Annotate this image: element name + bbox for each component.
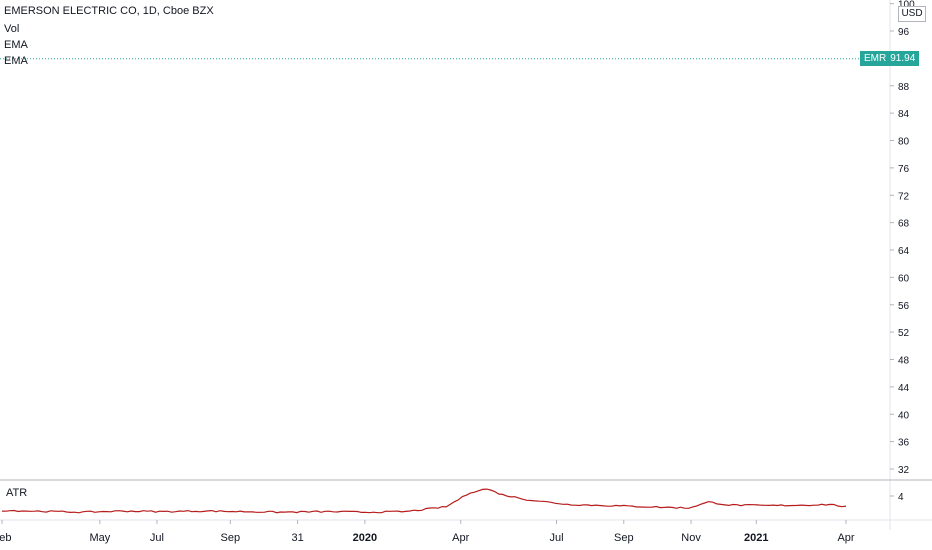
atr-line <box>1 488 847 514</box>
y-tick-label: 48 <box>898 356 910 367</box>
price-tag-symbol: EMR <box>864 53 887 64</box>
y-tick-label: 40 <box>898 410 910 421</box>
x-tick-label: Sep <box>614 532 634 544</box>
atr-tick-label: 4 <box>898 492 904 503</box>
y-tick-label: 68 <box>898 219 910 230</box>
x-tick-label: Nov <box>681 532 701 544</box>
y-tick-label: 32 <box>898 465 910 476</box>
price-tag-value: 91.94 <box>890 53 916 64</box>
y-tick-label: 84 <box>898 109 910 120</box>
y-tick-label: 52 <box>898 328 910 339</box>
x-tick-label: May <box>89 532 110 544</box>
y-tick-label: 80 <box>898 137 910 148</box>
y-tick-label: 44 <box>898 383 910 394</box>
price-pane-bg <box>0 0 890 480</box>
x-tick-label: Sep <box>221 532 241 544</box>
y-tick-label: 88 <box>898 82 910 93</box>
y-tick-label: 96 <box>898 27 910 38</box>
y-tick-label: 60 <box>898 273 910 284</box>
x-tick-label: Apr <box>837 532 854 544</box>
atr-label[interactable]: ATR <box>6 487 28 499</box>
currency-label[interactable]: USD <box>898 6 926 22</box>
y-tick-label: 36 <box>898 438 910 449</box>
legend-ema-1[interactable]: EMA <box>4 39 28 51</box>
x-tick-label: Jul <box>549 532 563 544</box>
y-tick-label: 64 <box>898 246 910 257</box>
chart-title: EMERSON ELECTRIC CO, 1D, Cboe BZX <box>4 5 214 17</box>
x-tick-label: 31 <box>291 532 303 544</box>
atr-panel <box>1 488 847 514</box>
price-tag: EMR 91.94 <box>860 51 920 66</box>
y-tick-label: 76 <box>898 164 910 175</box>
legend-ema-2[interactable]: EMA <box>4 55 28 67</box>
legend-vol[interactable]: Vol <box>4 23 20 35</box>
x-tick-label: Feb <box>0 532 11 544</box>
y-tick-label: 100 <box>898 0 915 11</box>
y-tick-label: 72 <box>898 191 910 202</box>
x-tick-label: 2020 <box>353 532 377 544</box>
x-tick-label: Apr <box>452 532 469 544</box>
x-tick-label: Jul <box>150 532 164 544</box>
x-tick-label: 2021 <box>744 532 768 544</box>
y-tick-label: 56 <box>898 301 910 312</box>
